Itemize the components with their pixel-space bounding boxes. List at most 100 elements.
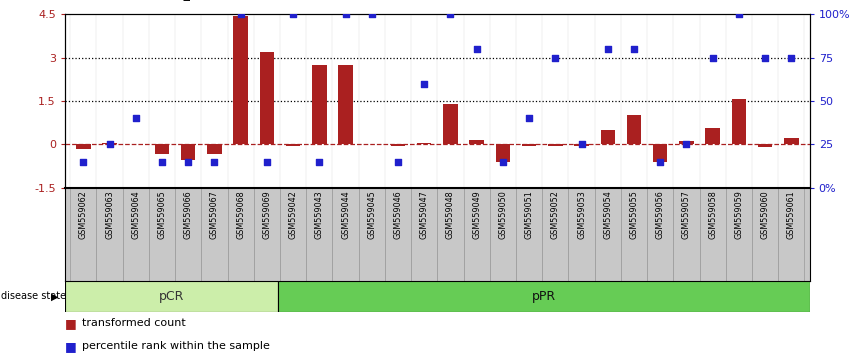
Point xyxy=(339,11,352,17)
Bar xyxy=(469,140,484,144)
Bar xyxy=(333,188,359,281)
Bar xyxy=(752,188,779,281)
Point xyxy=(496,159,510,164)
Bar xyxy=(181,144,196,160)
Bar xyxy=(123,188,149,281)
Bar xyxy=(411,188,437,281)
Text: GSM559054: GSM559054 xyxy=(604,190,612,239)
Bar xyxy=(463,188,490,281)
Text: GSM559058: GSM559058 xyxy=(708,190,717,239)
Point xyxy=(365,11,378,17)
Bar xyxy=(522,144,536,146)
Bar xyxy=(647,188,674,281)
Bar xyxy=(391,144,405,146)
Bar xyxy=(307,188,333,281)
Text: GSM559053: GSM559053 xyxy=(577,190,586,239)
Bar xyxy=(280,188,307,281)
Point xyxy=(181,159,195,164)
Point xyxy=(732,11,746,17)
Point xyxy=(785,55,798,60)
Bar xyxy=(779,188,805,281)
Text: GSM559047: GSM559047 xyxy=(420,190,429,239)
Text: pPR: pPR xyxy=(532,290,556,303)
Text: GSM559049: GSM559049 xyxy=(472,190,481,239)
Point xyxy=(680,141,694,147)
Text: GSM559067: GSM559067 xyxy=(210,190,219,239)
Point xyxy=(155,159,169,164)
Point xyxy=(653,159,667,164)
Bar xyxy=(260,52,274,144)
Bar xyxy=(65,281,278,312)
Text: GSM559056: GSM559056 xyxy=(656,190,665,239)
Bar xyxy=(601,130,615,144)
Bar xyxy=(574,144,589,146)
Point xyxy=(759,55,772,60)
Bar xyxy=(706,129,720,144)
Text: GSM559064: GSM559064 xyxy=(132,190,140,239)
Bar xyxy=(732,99,746,144)
Text: GSM559066: GSM559066 xyxy=(184,190,193,239)
Point xyxy=(522,115,536,121)
Bar xyxy=(595,188,621,281)
Bar xyxy=(726,188,752,281)
Bar xyxy=(228,188,254,281)
Text: ▶: ▶ xyxy=(51,291,59,302)
Text: GSM559062: GSM559062 xyxy=(79,190,87,239)
Bar xyxy=(286,144,301,146)
Bar xyxy=(207,144,222,154)
Bar xyxy=(516,188,542,281)
Point xyxy=(313,159,326,164)
Text: GSM559045: GSM559045 xyxy=(367,190,376,239)
Bar xyxy=(674,188,700,281)
Text: GSM559055: GSM559055 xyxy=(630,190,638,239)
Bar xyxy=(155,144,169,154)
Text: ■: ■ xyxy=(65,340,77,353)
Point xyxy=(76,159,90,164)
Bar xyxy=(490,188,516,281)
Point xyxy=(391,159,405,164)
Text: GSM559044: GSM559044 xyxy=(341,190,350,239)
Bar xyxy=(234,16,248,144)
Point xyxy=(548,55,562,60)
Point xyxy=(469,46,483,52)
Bar xyxy=(102,143,117,144)
Point xyxy=(627,46,641,52)
Bar xyxy=(542,188,568,281)
Point xyxy=(286,11,300,17)
Text: GSM559060: GSM559060 xyxy=(760,190,770,239)
Point xyxy=(102,141,116,147)
Point xyxy=(706,55,720,60)
Bar xyxy=(201,188,228,281)
Bar xyxy=(385,188,411,281)
Bar xyxy=(495,144,510,161)
Bar xyxy=(653,144,668,161)
Text: GSM559069: GSM559069 xyxy=(262,190,271,239)
Point xyxy=(417,81,431,86)
Point xyxy=(208,159,222,164)
Point xyxy=(234,11,248,17)
Bar xyxy=(627,115,641,144)
Text: ■: ■ xyxy=(65,317,77,330)
Bar xyxy=(254,188,280,281)
Bar xyxy=(437,188,463,281)
Text: GSM559061: GSM559061 xyxy=(787,190,796,239)
Bar xyxy=(339,65,352,144)
Point xyxy=(443,11,457,17)
Bar xyxy=(700,188,726,281)
Text: GSM559048: GSM559048 xyxy=(446,190,455,239)
Point xyxy=(260,159,274,164)
Text: pCR: pCR xyxy=(158,290,184,303)
Bar xyxy=(70,188,96,281)
Bar xyxy=(96,188,123,281)
Bar xyxy=(359,188,385,281)
Bar xyxy=(621,188,647,281)
Text: GSM559043: GSM559043 xyxy=(315,190,324,239)
Bar xyxy=(758,144,772,147)
Text: GSM559057: GSM559057 xyxy=(682,190,691,239)
Text: GSM559042: GSM559042 xyxy=(288,190,298,239)
Bar xyxy=(175,188,201,281)
Bar xyxy=(568,188,595,281)
Text: percentile rank within the sample: percentile rank within the sample xyxy=(81,341,269,352)
Bar xyxy=(417,143,431,144)
Point xyxy=(129,115,143,121)
